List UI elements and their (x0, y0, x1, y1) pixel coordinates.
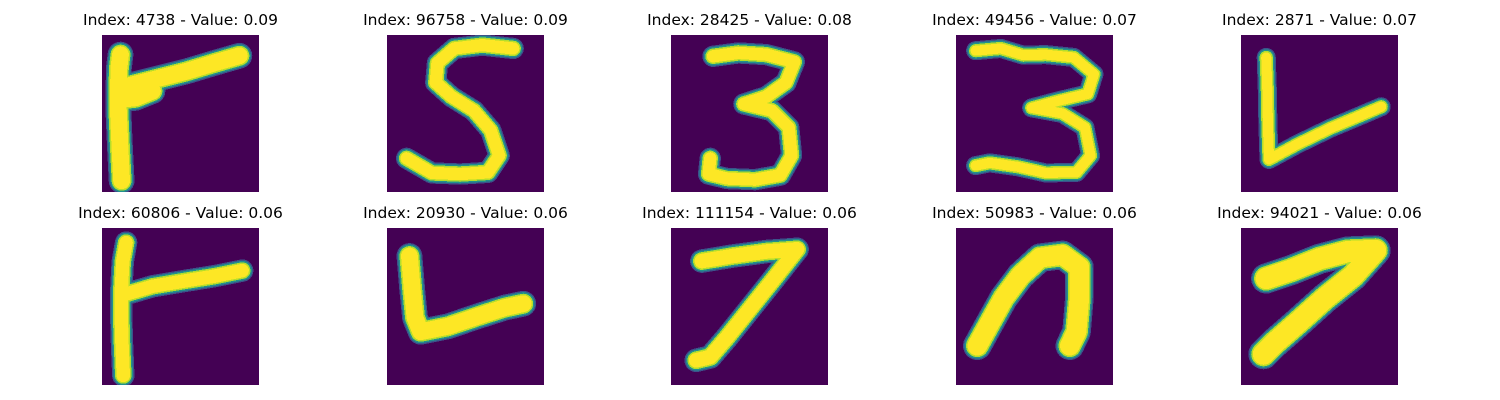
image-panel: Index: 94021 - Value: 0.06 (1170, 193, 1470, 383)
digit-image (102, 228, 259, 385)
digit-image (1241, 35, 1398, 192)
panel-title: Index: 49456 - Value: 0.07 (932, 11, 1137, 29)
panel-title: Index: 20930 - Value: 0.06 (363, 204, 568, 222)
handwritten-stroke (702, 46, 801, 186)
handwritten-stroke (114, 235, 133, 383)
digit-image (387, 35, 544, 192)
image-panel: Index: 111154 - Value: 0.06 (600, 193, 900, 383)
image-panel: Index: 60806 - Value: 0.06 (31, 193, 331, 383)
panel-title: Index: 111154 - Value: 0.06 (642, 204, 857, 222)
handwritten-stroke (401, 247, 532, 341)
digit-image (671, 35, 828, 192)
digit-image (956, 35, 1113, 192)
panel-title: Index: 50983 - Value: 0.06 (932, 204, 1137, 222)
digit-image (387, 228, 544, 385)
panel-title: Index: 60806 - Value: 0.06 (78, 204, 283, 222)
handwritten-stroke (1252, 239, 1387, 365)
image-panel: Index: 2871 - Value: 0.07 (1170, 0, 1470, 190)
digit-image (1241, 228, 1398, 385)
image-panel: Index: 4738 - Value: 0.09 (31, 0, 331, 190)
panel-title: Index: 94021 - Value: 0.06 (1217, 204, 1422, 222)
panel-title: Index: 28425 - Value: 0.08 (647, 11, 852, 29)
image-panel: Index: 96758 - Value: 0.09 (316, 0, 616, 190)
panel-title: Index: 2871 - Value: 0.07 (1222, 11, 1417, 29)
handwritten-stroke (110, 47, 248, 97)
image-panel: Index: 28425 - Value: 0.08 (600, 0, 900, 190)
handwritten-stroke (111, 82, 161, 108)
digit-image (671, 228, 828, 385)
panel-title: Index: 96758 - Value: 0.09 (363, 11, 568, 29)
handwritten-stroke (400, 38, 520, 181)
handwritten-stroke (970, 43, 1099, 178)
handwritten-stroke (1261, 52, 1387, 165)
handwritten-stroke (688, 242, 805, 368)
handwritten-stroke (967, 245, 1090, 356)
digit-image (102, 35, 259, 192)
image-panel: Index: 20930 - Value: 0.06 (316, 193, 616, 383)
handwritten-stroke (118, 263, 249, 301)
panel-title: Index: 4738 - Value: 0.09 (83, 11, 278, 29)
digit-image (956, 228, 1113, 385)
image-panel: Index: 50983 - Value: 0.06 (885, 193, 1185, 383)
handwritten-stroke (109, 46, 131, 190)
image-panel: Index: 49456 - Value: 0.07 (885, 0, 1185, 190)
